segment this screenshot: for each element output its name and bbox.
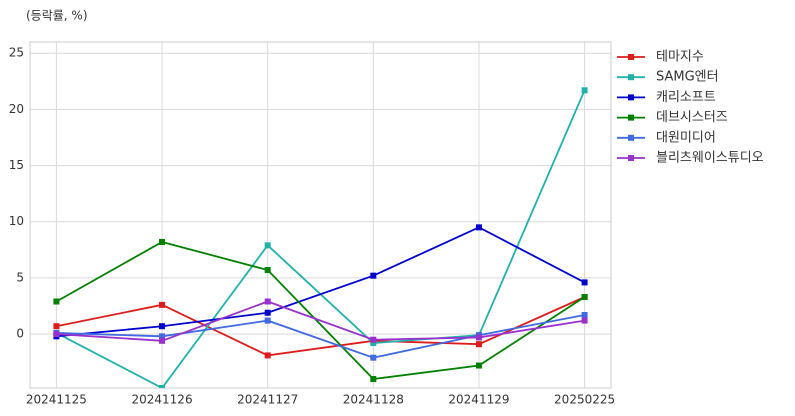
x-tick-label: 20241125 [26, 393, 87, 407]
point-marker [475, 334, 482, 341]
series-line [55, 89, 586, 388]
legend-marker [628, 54, 634, 60]
y-tick-label: 5 [16, 270, 24, 284]
point-marker [264, 267, 271, 274]
plot-frame [29, 41, 612, 389]
legend-label: SAMG엔터 [656, 70, 719, 85]
point-marker [370, 336, 377, 343]
legend-marker [628, 74, 634, 81]
legend-label: 데브시스터즈 [656, 110, 728, 125]
legend-label: 블리츠웨이스튜디오 [656, 151, 764, 166]
point-marker [159, 333, 166, 340]
point-marker [53, 323, 60, 330]
point-marker [370, 354, 377, 361]
point-marker [370, 376, 377, 383]
legend-marker [628, 94, 634, 101]
y-tick-label: 15 [9, 158, 24, 172]
y-tick-label: 0 [16, 327, 24, 341]
legend-marker [628, 155, 634, 161]
plot-area [53, 87, 588, 388]
x-tick-label: 20250225 [554, 393, 615, 407]
point-marker [581, 87, 588, 94]
y-tick-label: 25 [9, 46, 24, 60]
point-marker [264, 309, 271, 316]
legend-marker [628, 134, 634, 141]
point-marker [370, 272, 377, 279]
point-marker [264, 298, 271, 305]
y-tick-label: 10 [9, 214, 24, 228]
x-tick-label: 20241128 [343, 393, 404, 407]
point-marker [159, 337, 166, 344]
point-marker [159, 323, 166, 330]
point-marker [264, 352, 271, 359]
point-marker [159, 385, 166, 388]
point-marker [264, 242, 271, 249]
x-tick-label: 20241127 [237, 393, 298, 407]
series-line [56, 296, 585, 357]
series-line [56, 300, 585, 342]
series-line [56, 226, 586, 338]
x-tick-label: 20241126 [132, 393, 193, 407]
point-marker [53, 298, 60, 305]
y-axis-label: (등락률, %) [26, 9, 88, 23]
series-line [55, 240, 586, 380]
y-tick-label: 20 [9, 102, 24, 116]
point-marker [53, 331, 60, 338]
x-tick-label: 20241129 [448, 393, 509, 407]
legend-label: 캐리소프트 [656, 90, 716, 105]
legend-label: 테마지수 [656, 50, 704, 65]
point-marker [475, 224, 482, 231]
point-marker [581, 311, 588, 318]
point-marker [264, 317, 271, 324]
series-line [56, 314, 585, 359]
point-marker [159, 301, 166, 308]
point-marker [475, 341, 482, 348]
point-marker [581, 317, 588, 324]
point-marker [581, 279, 588, 286]
point-marker [581, 294, 588, 301]
point-marker [370, 340, 377, 347]
point-marker [159, 238, 166, 245]
legend-label: 대원미디어 [656, 130, 716, 145]
point-marker [475, 362, 482, 369]
legend-marker [628, 114, 634, 121]
